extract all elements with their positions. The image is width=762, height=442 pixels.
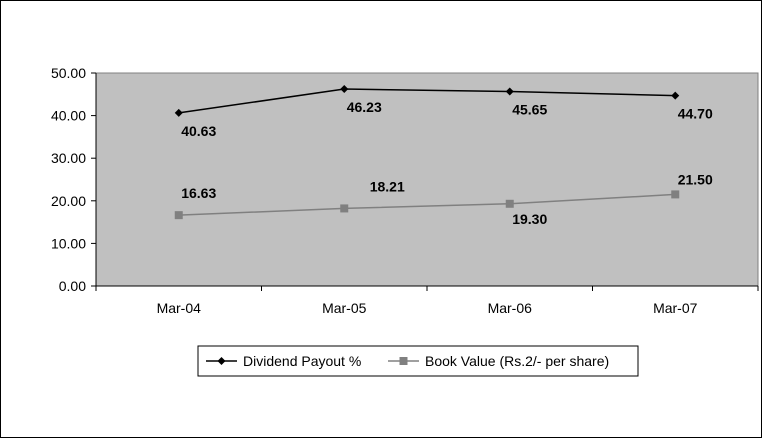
y-axis: 0.00 10.00 20.00 30.00 40.00 50.00 xyxy=(51,65,97,294)
data-point-square xyxy=(671,190,680,199)
legend-label-dividend: Dividend Payout % xyxy=(243,353,361,369)
data-point-diamond xyxy=(174,108,183,117)
y-tick-label: 20.00 xyxy=(51,193,86,209)
y-tick-label: 30.00 xyxy=(51,150,86,166)
series-line-book-value xyxy=(178,193,676,216)
data-label: 18.21 xyxy=(370,178,405,194)
y-tick-label: 0.00 xyxy=(59,278,86,294)
legend-label-book-value: Book Value (Rs.2/- per share) xyxy=(425,353,609,369)
data-point-diamond xyxy=(505,87,514,96)
legend: Dividend Payout % Book Value (Rs.2/- per… xyxy=(197,345,639,377)
data-point-square xyxy=(340,204,349,213)
y-tick-label: 10.00 xyxy=(51,235,86,251)
x-axis: Mar-04 Mar-05 Mar-06 Mar-07 xyxy=(95,285,759,316)
data-label: 46.23 xyxy=(347,99,382,115)
x-tick-label: Mar-04 xyxy=(157,300,202,316)
series-line-dividend-payout xyxy=(178,88,676,114)
plot-area xyxy=(95,72,759,287)
x-tick-label: Mar-06 xyxy=(488,300,533,316)
data-point-diamond xyxy=(340,85,349,94)
data-label: 16.63 xyxy=(181,185,216,201)
legend-marker-book-value-square-icon xyxy=(399,357,408,365)
y-tick-label: 50.00 xyxy=(51,65,86,81)
data-label: 44.70 xyxy=(678,106,713,122)
legend-marker-dividend-diamond-icon xyxy=(217,357,226,365)
data-label: 40.63 xyxy=(181,123,216,139)
data-point-square xyxy=(505,199,514,208)
series-layer xyxy=(174,85,680,220)
data-labels: 40.63 46.23 45.65 44.70 16.63 18.21 19.30 21.50 xyxy=(181,99,713,227)
x-tick-label: Mar-05 xyxy=(322,300,367,316)
data-point-diamond xyxy=(671,91,680,100)
y-tick-label: 40.00 xyxy=(51,108,86,124)
x-tick-label: Mar-07 xyxy=(653,300,698,316)
data-point-square xyxy=(174,211,183,220)
data-label: 21.50 xyxy=(678,171,713,187)
data-label: 19.30 xyxy=(512,211,547,227)
data-label: 45.65 xyxy=(512,102,547,118)
